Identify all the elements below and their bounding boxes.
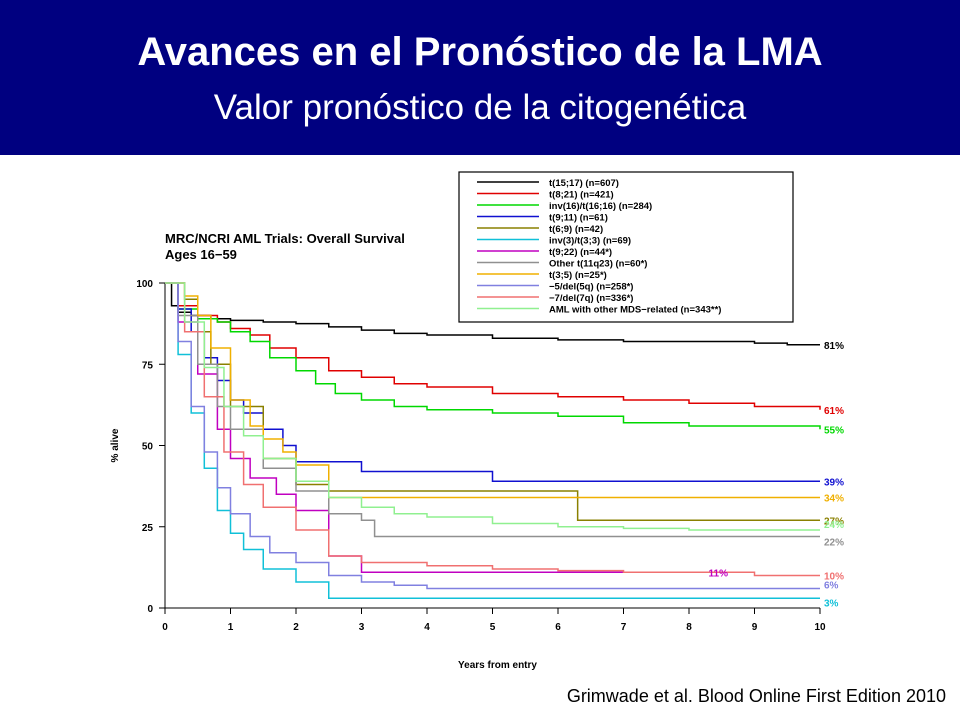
y-axis-label: % alive (110, 428, 121, 462)
x-axis-label: Years from entry (458, 660, 537, 671)
legend-label-7: t(9;22) (n=44*) (549, 247, 612, 258)
end-label-10: 6% (824, 581, 839, 592)
end-label-8: 22% (824, 538, 844, 549)
end-label-5: 27% (824, 516, 844, 527)
legend-label-10: −5/del(5q) (n=258*) (549, 282, 633, 293)
x-tick-label: 5 (490, 622, 496, 633)
legend-label-5: t(6;9) (n=42) (549, 224, 603, 235)
x-tick-label: 7 (621, 622, 627, 633)
series-line-11 (165, 282, 820, 577)
end-label-3: 55% (824, 425, 844, 436)
y-tick-label: 0 (147, 604, 153, 615)
x-tick-label: 3 (359, 622, 365, 633)
legend-label-9: t(3;5) (n=25*) (549, 270, 607, 281)
chart-title: MRC/NCRI AML Trials: Overall Survival (165, 231, 405, 246)
legend-label-11: −7/del(7q) (n=336*) (549, 293, 633, 304)
x-tick-label: 0 (162, 622, 168, 633)
plot-area: MRC/NCRI AML Trials: Overall SurvivalAge… (110, 171, 844, 671)
y-tick-label: 25 (142, 523, 154, 534)
legend-label-1: t(15;17) (n=607) (549, 178, 619, 189)
x-tick-label: 4 (424, 622, 430, 633)
end-label-9: 34% (824, 494, 844, 505)
x-tick-label: 6 (555, 622, 561, 633)
series-line-3 (165, 282, 821, 430)
x-tick-label: 10 (814, 622, 826, 633)
legend-label-2: t(8;21) (n=421) (549, 190, 614, 201)
y-tick-label: 75 (142, 360, 154, 371)
slide-header: Avances en el Pronóstico de la LMA Valor… (0, 0, 960, 157)
legend-label-3: inv(16)/t(16;16) (n=284) (549, 201, 652, 212)
survival-chart: MRC/NCRI AML Trials: Overall SurvivalAge… (110, 171, 844, 671)
x-tick-label: 1 (228, 622, 234, 633)
series-line-12 (165, 282, 820, 531)
legend-label-8: Other t(11q23) (n=60*) (549, 259, 647, 270)
end-label-4: 39% (824, 477, 844, 488)
citation: Grimwade et al. Blood Online First Editi… (566, 686, 946, 706)
x-tick-label: 2 (293, 622, 299, 633)
end-label-6: 3% (824, 598, 839, 609)
chart-subtitle: Ages 16−59 (165, 247, 237, 262)
series-line-6 (165, 282, 820, 599)
legend-label-4: t(9;11) (n=61) (549, 213, 608, 224)
y-tick-label: 50 (142, 442, 154, 453)
series-line-10 (165, 282, 820, 590)
x-tick-label: 9 (752, 622, 758, 633)
slide-title: Avances en el Pronóstico de la LMA (137, 30, 823, 74)
end-label-7: 11% (709, 568, 729, 579)
slide-subtitle: Valor pronóstico de la citogenética (213, 88, 747, 127)
series-line-8 (165, 282, 820, 538)
x-tick-label: 8 (686, 622, 692, 633)
end-label-1: 81% (824, 341, 844, 352)
end-label-2: 61% (824, 406, 844, 417)
end-label-12: 24% (824, 520, 844, 531)
y-tick-label: 100 (136, 279, 153, 290)
legend-label-12: AML with other MDS−related (n=343**) (549, 305, 721, 316)
legend-label-6: inv(3)/t(3;3) (n=69) (549, 236, 631, 247)
end-label-11: 10% (824, 572, 844, 583)
